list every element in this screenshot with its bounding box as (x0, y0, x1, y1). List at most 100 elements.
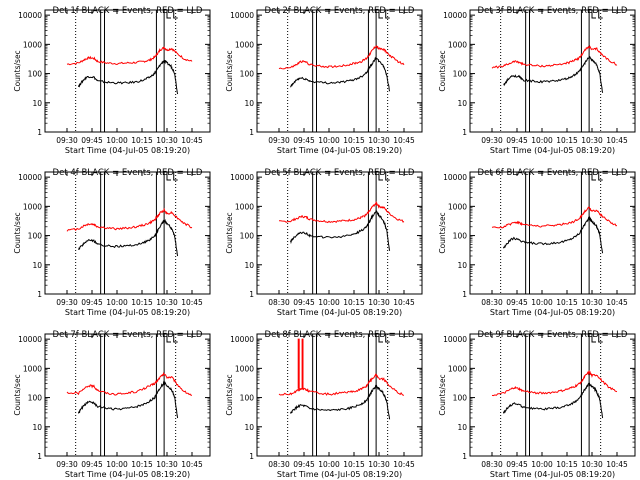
interval-marker (591, 10, 596, 19)
x-tick-label: 08:30 (268, 298, 290, 307)
interval-marker (378, 172, 383, 181)
y-axis-label: Counts/sec (438, 374, 447, 415)
x-tick-label: 10:00 (318, 298, 340, 307)
x-tick-label: 10:45 (393, 460, 415, 469)
events-series-line (290, 384, 391, 420)
x-tick-label: 08:30 (268, 460, 290, 469)
y-tick-label: 10000 (443, 173, 467, 182)
panel-5: Det 5f BLACK = Events, RED = LLD 1 10 100 10… (225, 168, 423, 317)
x-tick-label: 10:30 (581, 298, 603, 307)
lld-series-line (66, 371, 192, 396)
x-tick-label: 10:30 (581, 136, 603, 145)
y-tick-label: 100 (240, 232, 255, 241)
interval-marker (591, 172, 596, 181)
panel-2: Det 2f BLACK = Events, RED = LLD 1 10 100 10… (225, 6, 423, 155)
interval-marker (173, 10, 178, 19)
interval-marker (598, 172, 603, 181)
interval-marker (598, 10, 603, 19)
interval-marker (378, 10, 383, 19)
y-tick-label: 10000 (18, 173, 42, 182)
y-tick-label: 1 (37, 290, 42, 299)
panel-title: Det 4f BLACK = Events, RED = LLD (53, 168, 203, 178)
x-tick-label: 10:15 (343, 298, 365, 307)
y-tick-label: 10 (244, 261, 254, 270)
y-tick-label: 1 (249, 452, 254, 461)
lld-series-line (278, 373, 405, 396)
x-tick-label: 09:45 (506, 136, 528, 145)
y-tick-label: 10 (32, 261, 42, 270)
x-tick-label: 09:45 (81, 136, 103, 145)
interval-marker (598, 334, 603, 343)
y-tick-label: 10 (457, 423, 467, 432)
x-tick-label: 10:15 (343, 460, 365, 469)
y-axis-label: Counts/sec (225, 212, 234, 253)
y-tick-label: 1 (37, 452, 42, 461)
x-axis-label: Start Time (04-Jul-05 08:19:20) (490, 470, 615, 479)
x-tick-label: 10:30 (581, 460, 603, 469)
x-tick-label: 09:30 (56, 298, 78, 307)
interval-marker (166, 172, 171, 181)
plot-frame (469, 9, 636, 133)
y-axis-label: Counts/sec (225, 50, 234, 91)
x-tick-label: 10:45 (393, 136, 415, 145)
x-tick-label: 10:15 (131, 460, 153, 469)
x-tick-label: 10:00 (106, 136, 128, 145)
y-tick-label: 10000 (443, 335, 467, 344)
y-tick-label: 10 (457, 261, 467, 270)
x-tick-label: 10:30 (156, 460, 178, 469)
panel-title: Det 5f BLACK = Events, RED = LLD (265, 168, 415, 178)
x-tick-label: 10:45 (606, 298, 628, 307)
y-tick-label: 10000 (230, 11, 254, 20)
y-tick-label: 10 (244, 423, 254, 432)
y-tick-label: 1000 (448, 202, 467, 211)
x-tick-label: 10:30 (156, 136, 178, 145)
plot-frame (469, 171, 636, 295)
panel-4: Det 4f BLACK = Events, RED = LLD 1 10 100 10… (13, 168, 211, 317)
y-tick-label: 100 (453, 232, 468, 241)
interval-marker (173, 172, 178, 181)
y-tick-label: 100 (240, 394, 255, 403)
x-tick-label: 09:45 (81, 460, 103, 469)
plot-frame (256, 333, 423, 457)
x-tick-label: 10:30 (368, 136, 390, 145)
y-tick-label: 10000 (18, 335, 42, 344)
panel-3: Det 3f BLACK = Events, RED = LLD 1 10 100 10… (438, 6, 636, 155)
y-axis-label: Counts/sec (13, 50, 22, 91)
x-tick-label: 08:30 (481, 460, 503, 469)
y-tick-label: 10000 (230, 173, 254, 182)
y-tick-label: 10000 (230, 335, 254, 344)
x-tick-label: 10:45 (606, 460, 628, 469)
panel-9: Det 9f BLACK = Events, RED = LLD 1 10 100 10… (438, 330, 636, 479)
x-tick-label: 10:45 (606, 136, 628, 145)
y-axis-label: Counts/sec (13, 374, 22, 415)
y-tick-label: 10000 (443, 11, 467, 20)
x-tick-label: 10:15 (131, 136, 153, 145)
events-series-line (290, 209, 391, 251)
x-tick-label: 10:00 (318, 460, 340, 469)
x-tick-label: 10:45 (393, 298, 415, 307)
panel-6: Det 6f BLACK = Events, RED = LLD 1 10 100 10… (438, 168, 636, 317)
y-axis-label: Counts/sec (438, 50, 447, 91)
plot-frame (44, 333, 211, 457)
x-tick-label: 10:15 (556, 136, 578, 145)
x-tick-label: 10:00 (531, 136, 553, 145)
interval-marker (166, 10, 171, 19)
x-tick-label: 10:30 (368, 460, 390, 469)
interval-marker (591, 334, 596, 343)
lld-series-line (278, 200, 405, 224)
y-tick-label: 1000 (23, 40, 42, 49)
y-tick-label: 1000 (448, 40, 467, 49)
lld-series-line (491, 44, 618, 69)
x-tick-label: 09:45 (506, 460, 528, 469)
y-tick-label: 100 (28, 232, 43, 241)
interval-marker (173, 334, 178, 343)
plot-frame (256, 9, 423, 133)
events-series-line (78, 380, 179, 419)
x-tick-label: 08:30 (481, 298, 503, 307)
x-tick-label: 10:15 (556, 298, 578, 307)
panel-title: Det 1f BLACK = Events, RED = LLD (53, 6, 203, 16)
y-tick-label: 1000 (235, 202, 254, 211)
events-series-line (503, 215, 604, 254)
lld-series-line (278, 45, 405, 70)
events-series-line (503, 382, 604, 419)
